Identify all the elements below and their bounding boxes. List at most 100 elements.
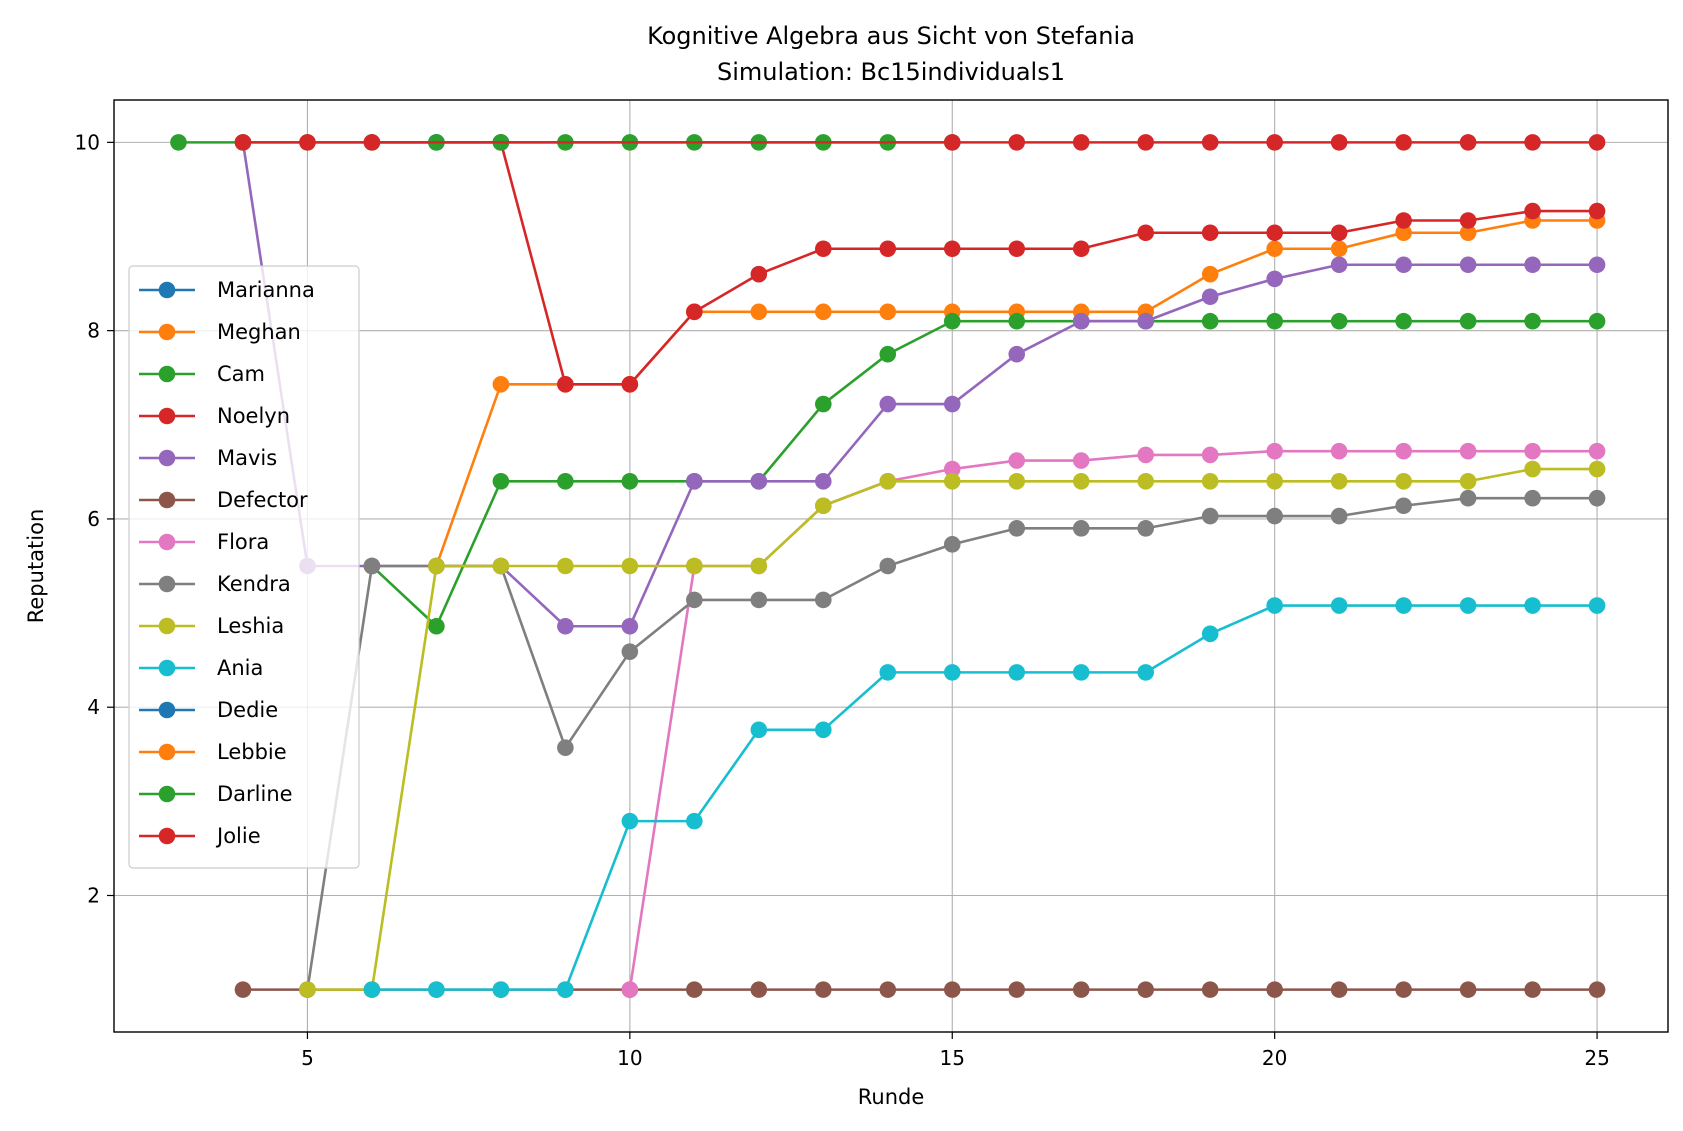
data-point — [750, 265, 768, 283]
legend-label: Dedie — [217, 698, 278, 722]
data-point — [1524, 312, 1541, 330]
data-point — [1266, 134, 1283, 151]
data-point — [1008, 664, 1026, 681]
data-point — [943, 395, 961, 413]
data-point — [1459, 597, 1477, 614]
y-tick-label: 8 — [87, 319, 100, 343]
data-point — [428, 557, 445, 575]
legend-marker — [158, 533, 176, 551]
legend-marker — [158, 323, 176, 341]
data-point — [1330, 134, 1348, 151]
series-leshia — [299, 460, 1606, 998]
data-point — [621, 617, 639, 635]
data-point — [1588, 597, 1606, 614]
data-point — [1459, 224, 1477, 242]
data-point — [1266, 270, 1283, 288]
data-point — [363, 134, 381, 151]
data-point — [814, 981, 832, 998]
legend-item: Meghan — [139, 320, 301, 344]
y-tick-label: 10 — [75, 130, 100, 154]
axis-ticks: 5 10 15 20 25 2 4 6 8 10 — [75, 130, 1610, 1070]
legend-marker — [158, 575, 176, 593]
data-point — [1588, 489, 1606, 507]
x-tick-label: 25 — [1584, 1046, 1609, 1070]
data-point — [1137, 224, 1155, 242]
data-point — [750, 591, 768, 609]
data-point — [621, 643, 639, 660]
data-point — [814, 395, 832, 413]
data-point — [686, 472, 703, 490]
data-point — [1201, 625, 1219, 643]
data-point — [1137, 520, 1155, 537]
legend-label: Kendra — [217, 572, 291, 596]
chart-title: Kognitive Algebra aus Sicht von Stefania — [647, 22, 1135, 50]
series-jolie — [234, 134, 1606, 151]
data-point — [1008, 134, 1026, 151]
data-point — [1395, 134, 1412, 151]
y-tick-label: 6 — [87, 507, 100, 531]
legend-item: Darline — [139, 782, 293, 806]
data-point — [750, 557, 768, 575]
data-point — [686, 981, 703, 998]
data-point — [1395, 981, 1412, 998]
legend-label: Mavis — [217, 446, 277, 470]
series-noelyn — [492, 134, 1606, 393]
data-point — [879, 664, 897, 681]
data-point — [879, 303, 897, 321]
data-point — [1524, 442, 1541, 460]
legend-marker — [158, 365, 176, 383]
data-point — [1524, 489, 1541, 507]
data-point — [1459, 489, 1477, 507]
data-point — [1266, 981, 1283, 998]
data-point — [814, 303, 832, 321]
legend-label: Flora — [217, 530, 269, 554]
data-point — [557, 739, 574, 756]
data-point — [557, 376, 574, 393]
data-point — [750, 303, 768, 321]
data-point — [1330, 256, 1348, 274]
data-point — [1201, 446, 1219, 464]
data-point — [299, 981, 316, 998]
data-point — [621, 812, 639, 830]
x-tick-label: 10 — [617, 1046, 642, 1070]
legend-marker — [158, 659, 176, 677]
data-point — [1395, 472, 1412, 490]
legend-marker — [158, 617, 176, 635]
data-point — [879, 557, 897, 575]
data-point — [428, 617, 445, 635]
x-tick-label: 20 — [1262, 1046, 1287, 1070]
data-point — [750, 981, 768, 998]
data-point — [1137, 312, 1155, 330]
data-point — [686, 303, 703, 321]
data-point — [1588, 134, 1606, 151]
data-point — [1524, 597, 1541, 614]
data-point — [1588, 256, 1606, 274]
data-point — [1201, 312, 1219, 330]
data-point — [879, 395, 897, 413]
series-line — [371, 604, 1598, 991]
data-point — [1588, 202, 1606, 220]
data-point — [1330, 312, 1348, 330]
data-point — [750, 472, 768, 490]
x-tick-label: 5 — [301, 1046, 314, 1070]
data-point — [1266, 442, 1283, 460]
data-point — [1395, 212, 1412, 229]
legend-marker — [158, 449, 176, 467]
data-point — [1008, 520, 1026, 537]
data-point — [1137, 981, 1155, 998]
data-point — [1330, 442, 1348, 460]
data-point — [1588, 312, 1606, 330]
data-point — [363, 981, 381, 998]
data-point — [557, 472, 574, 490]
data-point — [879, 240, 897, 258]
y-tick-label: 4 — [87, 695, 100, 719]
data-point — [1137, 664, 1155, 681]
legend-label: Lebbie — [217, 740, 287, 764]
data-point — [814, 240, 832, 258]
legend-marker — [158, 785, 176, 803]
legend-label: Jolie — [215, 824, 261, 848]
data-point — [879, 981, 897, 998]
data-point — [1072, 664, 1090, 681]
